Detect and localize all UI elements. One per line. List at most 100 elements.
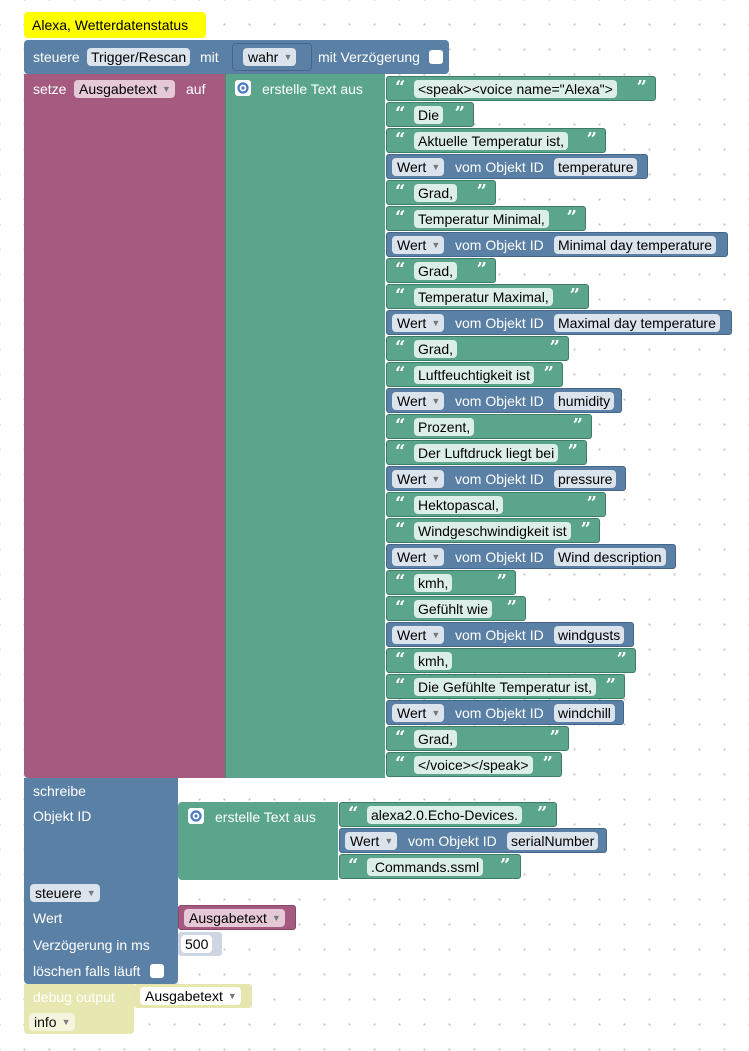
text-value[interactable]: Grad,: [414, 340, 458, 358]
trigger-field[interactable]: Trigger/Rescan: [87, 48, 191, 66]
object-value-block[interactable]: Wert ▼ vom Objekt ID pressure: [386, 466, 626, 491]
object-value-block[interactable]: Wert ▼ vom Objekt ID temperature: [386, 154, 648, 179]
object-id-field[interactable]: windchill: [554, 704, 615, 722]
object-id-field[interactable]: windgusts: [554, 626, 625, 644]
wert-variable-block[interactable]: Ausgabetext ▼: [178, 905, 296, 930]
delay-label: mit Verzögerung: [318, 49, 420, 65]
comment-block[interactable]: Alexa, Wetterdatenstatus: [24, 12, 206, 38]
wert-dropdown[interactable]: Wert ▼: [345, 832, 398, 850]
debug-block[interactable]: debug output info ▼: [24, 984, 134, 1034]
objid-create-text-label: erstelle Text aus: [215, 809, 316, 825]
object-id-field[interactable]: Wind description: [554, 548, 666, 566]
wert-variable-dropdown[interactable]: Ausgabetext ▼: [184, 909, 285, 927]
text-value[interactable]: <speak><voice name="Alexa">: [414, 80, 617, 98]
wert-dropdown[interactable]: Wert ▼: [392, 626, 445, 644]
text-block[interactable]: “ Aktuelle Temperatur ist, ”: [386, 128, 606, 153]
delay-ms-label: Verzögerung in ms: [33, 937, 150, 953]
text-block[interactable]: “ Temperatur Maximal, ”: [386, 284, 589, 309]
object-value-block[interactable]: Wert ▼ vom Objekt ID Wind description: [386, 544, 676, 569]
text-value[interactable]: </voice></speak>: [414, 756, 533, 774]
text-value[interactable]: Hektopascal,: [414, 496, 503, 514]
object-id-field[interactable]: humidity: [554, 392, 615, 410]
text-value[interactable]: Der Luftdruck liegt bei: [414, 444, 559, 462]
wert-dropdown[interactable]: Wert ▼: [392, 548, 445, 566]
gear-icon[interactable]: [188, 808, 204, 824]
text-value[interactable]: Die Gefühlte Temperatur ist,: [414, 678, 597, 696]
object-value-block[interactable]: Wert ▼ vom Objekt ID serialNumber: [339, 828, 607, 853]
debug-variable-dropdown[interactable]: Ausgabetext ▼: [140, 987, 241, 1005]
close-quote-icon: ”: [569, 285, 580, 306]
bool-block[interactable]: wahr ▼: [232, 43, 312, 71]
text-value[interactable]: kmh,: [414, 574, 453, 592]
text-value[interactable]: alexa2.0.Echo-Devices.: [367, 806, 523, 824]
setze-block[interactable]: setze Ausgabetext ▼ auf: [24, 74, 225, 778]
object-id-field[interactable]: Maximal day temperature: [554, 314, 720, 332]
text-block[interactable]: “ Die ”: [386, 102, 474, 127]
text-value[interactable]: Gefühlt wie: [414, 600, 493, 618]
text-block[interactable]: “ Grad, ”: [386, 336, 569, 361]
text-block[interactable]: “ Windgeschwindigkeit ist ”: [386, 518, 600, 543]
text-block[interactable]: “ kmh, ”: [386, 648, 636, 673]
text-value[interactable]: Grad,: [414, 262, 458, 280]
text-block[interactable]: “ Gefühlt wie ”: [386, 596, 526, 621]
text-block[interactable]: “ Hektopascal, ”: [386, 492, 606, 517]
text-block[interactable]: “ </voice></speak> ”: [386, 752, 562, 777]
delay-number-block[interactable]: 500: [178, 932, 222, 956]
object-id-field[interactable]: temperature: [554, 158, 638, 176]
steuere-block[interactable]: steuere Trigger/Rescan mit wahr ▼ mit Ver…: [24, 40, 449, 74]
text-value[interactable]: Luftfeuchtigkeit ist: [414, 366, 535, 384]
wert-dropdown[interactable]: Wert ▼: [392, 392, 445, 410]
debug-variable-block[interactable]: Ausgabetext ▼: [134, 984, 252, 1008]
text-value[interactable]: Temperatur Minimal,: [414, 210, 549, 228]
gear-icon[interactable]: [235, 80, 251, 96]
object-value-block[interactable]: Wert ▼ vom Objekt ID windgusts: [386, 622, 634, 647]
object-value-block[interactable]: Wert ▼ vom Objekt ID humidity: [386, 388, 622, 413]
create-text-block[interactable]: erstelle Text aus: [225, 74, 385, 778]
schreibe-block[interactable]: schreibe Objekt ID steuere ▼ Wert Verzöge…: [24, 778, 178, 984]
debug-level-dropdown[interactable]: info ▼: [29, 1013, 75, 1031]
clear-checkbox[interactable]: [150, 964, 164, 978]
object-value-block[interactable]: Wert ▼ vom Objekt ID Minimal day temperatur…: [386, 232, 728, 257]
text-block[interactable]: “ Grad, ”: [386, 726, 569, 751]
text-value[interactable]: .Commands.ssml: [367, 858, 484, 876]
close-quote-icon: ”: [566, 207, 577, 228]
text-block[interactable]: “ Prozent, ”: [386, 414, 592, 439]
mode-dropdown[interactable]: steuere ▼: [30, 884, 100, 902]
text-block[interactable]: “ Luftfeuchtigkeit ist ”: [386, 362, 563, 387]
object-value-block[interactable]: Wert ▼ vom Objekt ID Maximal day temperatur…: [386, 310, 732, 335]
text-value[interactable]: Windgeschwindigkeit ist: [414, 522, 571, 540]
text-block[interactable]: “ Der Luftdruck liegt bei ”: [386, 440, 587, 465]
text-block[interactable]: “ Die Gefühlte Temperatur ist, ”: [386, 674, 625, 699]
object-id-field[interactable]: Minimal day temperature: [554, 236, 717, 254]
wert-dropdown[interactable]: Wert ▼: [392, 158, 445, 176]
text-value[interactable]: Aktuelle Temperatur ist,: [414, 132, 569, 150]
text-block[interactable]: “ Temperatur Minimal, ”: [386, 206, 586, 231]
object-value-block[interactable]: Wert ▼ vom Objekt ID windchill: [386, 700, 624, 725]
delay-checkbox[interactable]: [429, 50, 443, 64]
wert-dropdown[interactable]: Wert ▼: [392, 314, 445, 332]
text-block[interactable]: “ Grad, ”: [386, 180, 496, 205]
object-id-field[interactable]: serialNumber: [507, 832, 599, 850]
wert-dropdown[interactable]: Wert ▼: [392, 236, 445, 254]
wert-dropdown[interactable]: Wert ▼: [392, 470, 445, 488]
text-block[interactable]: “ <speak><voice name="Alexa"> ”: [386, 76, 656, 101]
text-block-prefix[interactable]: “ alexa2.0.Echo-Devices. ”: [339, 802, 557, 827]
wert-dropdown[interactable]: Wert ▼: [392, 704, 445, 722]
variable-dropdown[interactable]: Ausgabetext ▼: [74, 80, 175, 98]
open-quote-icon: “: [395, 415, 406, 436]
text-block-suffix[interactable]: “ .Commands.ssml ”: [339, 854, 521, 879]
objid-create-text-block[interactable]: erstelle Text aus: [178, 802, 338, 880]
text-value[interactable]: kmh,: [414, 652, 453, 670]
text-value[interactable]: Die: [414, 106, 444, 124]
vom-objekt-label: vom Objekt ID: [455, 627, 544, 643]
text-value[interactable]: Grad,: [414, 184, 458, 202]
text-value[interactable]: Prozent,: [414, 418, 475, 436]
text-block[interactable]: “ kmh, ”: [386, 570, 516, 595]
open-quote-icon: “: [395, 181, 406, 202]
object-id-field[interactable]: pressure: [554, 470, 617, 488]
bool-dropdown[interactable]: wahr ▼: [243, 48, 297, 66]
text-block[interactable]: “ Grad, ”: [386, 258, 496, 283]
text-value[interactable]: Grad,: [414, 730, 458, 748]
text-value[interactable]: Temperatur Maximal,: [414, 288, 553, 306]
delay-number-field[interactable]: 500: [181, 935, 213, 953]
